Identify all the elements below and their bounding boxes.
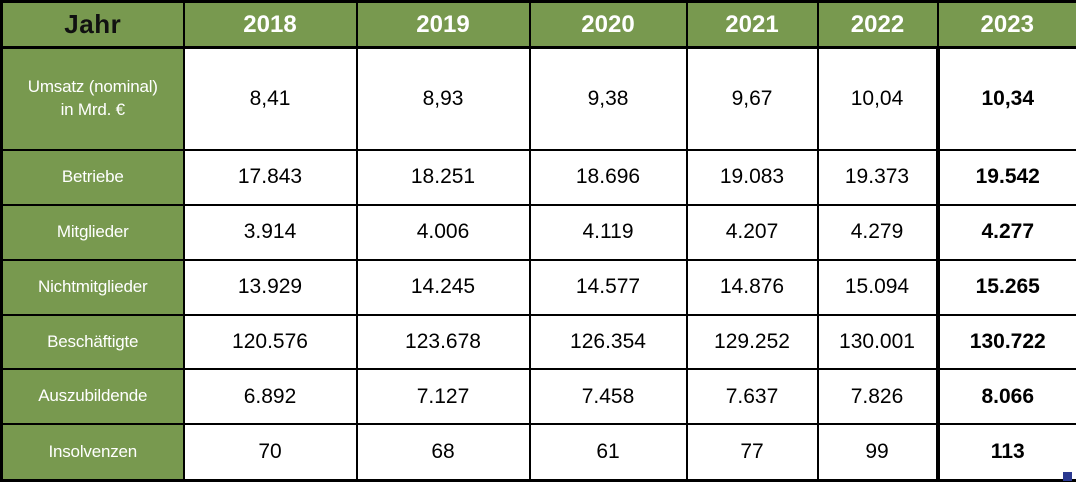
value-cell-2023: 19.542 [935, 148, 1076, 206]
value-cell: 14.245 [355, 258, 531, 316]
value-cell: 8,41 [182, 46, 358, 151]
value-cell: 13.929 [182, 258, 358, 316]
row-label-umsatz: Umsatz (nominal) in Mrd. € [0, 46, 185, 151]
value-cell: 70 [182, 423, 358, 482]
value-cell: 14.876 [685, 258, 819, 316]
row-label-mitglieder: Mitglieder [0, 203, 185, 261]
header-cell-year-2019: 2019 [355, 0, 531, 49]
value-cell: 15.094 [816, 258, 939, 316]
value-cell: 4.006 [355, 203, 531, 261]
value-cell: 4.207 [685, 203, 819, 261]
row-label-line1: Umsatz (nominal) [27, 76, 158, 96]
value-cell: 14.577 [528, 258, 688, 316]
table-row-beschaeftigte: Beschäftigte 120.576 123.678 126.354 129… [0, 313, 1076, 371]
value-cell-2023: 130.722 [935, 313, 1076, 371]
row-label-line2: in Mrd. € [60, 99, 126, 119]
value-cell: 4.119 [528, 203, 688, 261]
table-row-insolvenzen: Insolvenzen 70 68 61 77 99 113 [0, 423, 1076, 482]
header-cell-year-2018: 2018 [182, 0, 358, 49]
value-cell: 9,38 [528, 46, 688, 151]
row-label-betriebe: Betriebe [0, 148, 185, 206]
value-cell-2023: 10,34 [935, 46, 1076, 151]
value-cell: 4.279 [816, 203, 939, 261]
header-cell-year-2023: 2023 [936, 0, 1076, 49]
value-cell: 126.354 [528, 313, 688, 371]
table-row-umsatz: Umsatz (nominal) in Mrd. € 8,41 8,93 9,3… [0, 46, 1076, 151]
value-cell: 17.843 [182, 148, 358, 206]
value-cell: 129.252 [685, 313, 819, 371]
value-cell: 9,67 [685, 46, 819, 151]
value-cell: 77 [685, 423, 819, 482]
value-cell: 123.678 [355, 313, 531, 371]
row-label-insolvenzen: Insolvenzen [0, 423, 185, 482]
value-cell: 61 [528, 423, 688, 482]
value-cell: 18.696 [528, 148, 688, 206]
value-cell: 7.458 [528, 368, 688, 426]
header-cell-year-2022: 2022 [816, 0, 939, 49]
value-cell-2023: 15.265 [935, 258, 1076, 316]
value-cell: 7.826 [816, 368, 939, 426]
value-cell: 19.373 [816, 148, 939, 206]
value-cell-2023: 8.066 [935, 368, 1076, 426]
value-cell: 10,04 [816, 46, 939, 151]
value-cell: 120.576 [182, 313, 358, 371]
row-label-auszubildende: Auszubildende [0, 368, 185, 426]
value-cell: 99 [816, 423, 939, 482]
header-row: Jahr 2018 2019 2020 2021 2022 2023 [0, 0, 1076, 49]
header-cell-jahr: Jahr [0, 0, 185, 49]
value-cell-2023: 4.277 [935, 203, 1076, 261]
header-cell-year-2020: 2020 [528, 0, 688, 49]
header-cell-year-2021: 2021 [685, 0, 819, 49]
value-cell: 68 [355, 423, 531, 482]
row-label-beschaeftigte: Beschäftigte [0, 313, 185, 371]
value-cell: 8,93 [355, 46, 531, 151]
resize-handle-icon [1063, 472, 1072, 481]
table-row-mitglieder: Mitglieder 3.914 4.006 4.119 4.207 4.279… [0, 203, 1076, 261]
row-label-nichtmitglieder: Nichtmitglieder [0, 258, 185, 316]
value-cell: 130.001 [816, 313, 939, 371]
value-cell: 6.892 [182, 368, 358, 426]
value-cell-2023: 113 [935, 423, 1076, 482]
value-cell: 18.251 [355, 148, 531, 206]
value-cell: 3.914 [182, 203, 358, 261]
table-row-nichtmitglieder: Nichtmitglieder 13.929 14.245 14.577 14.… [0, 258, 1076, 316]
value-cell: 7.127 [355, 368, 531, 426]
table-row-betriebe: Betriebe 17.843 18.251 18.696 19.083 19.… [0, 148, 1076, 206]
table-row-auszubildende: Auszubildende 6.892 7.127 7.458 7.637 7.… [0, 368, 1076, 426]
value-cell: 7.637 [685, 368, 819, 426]
value-cell: 19.083 [685, 148, 819, 206]
